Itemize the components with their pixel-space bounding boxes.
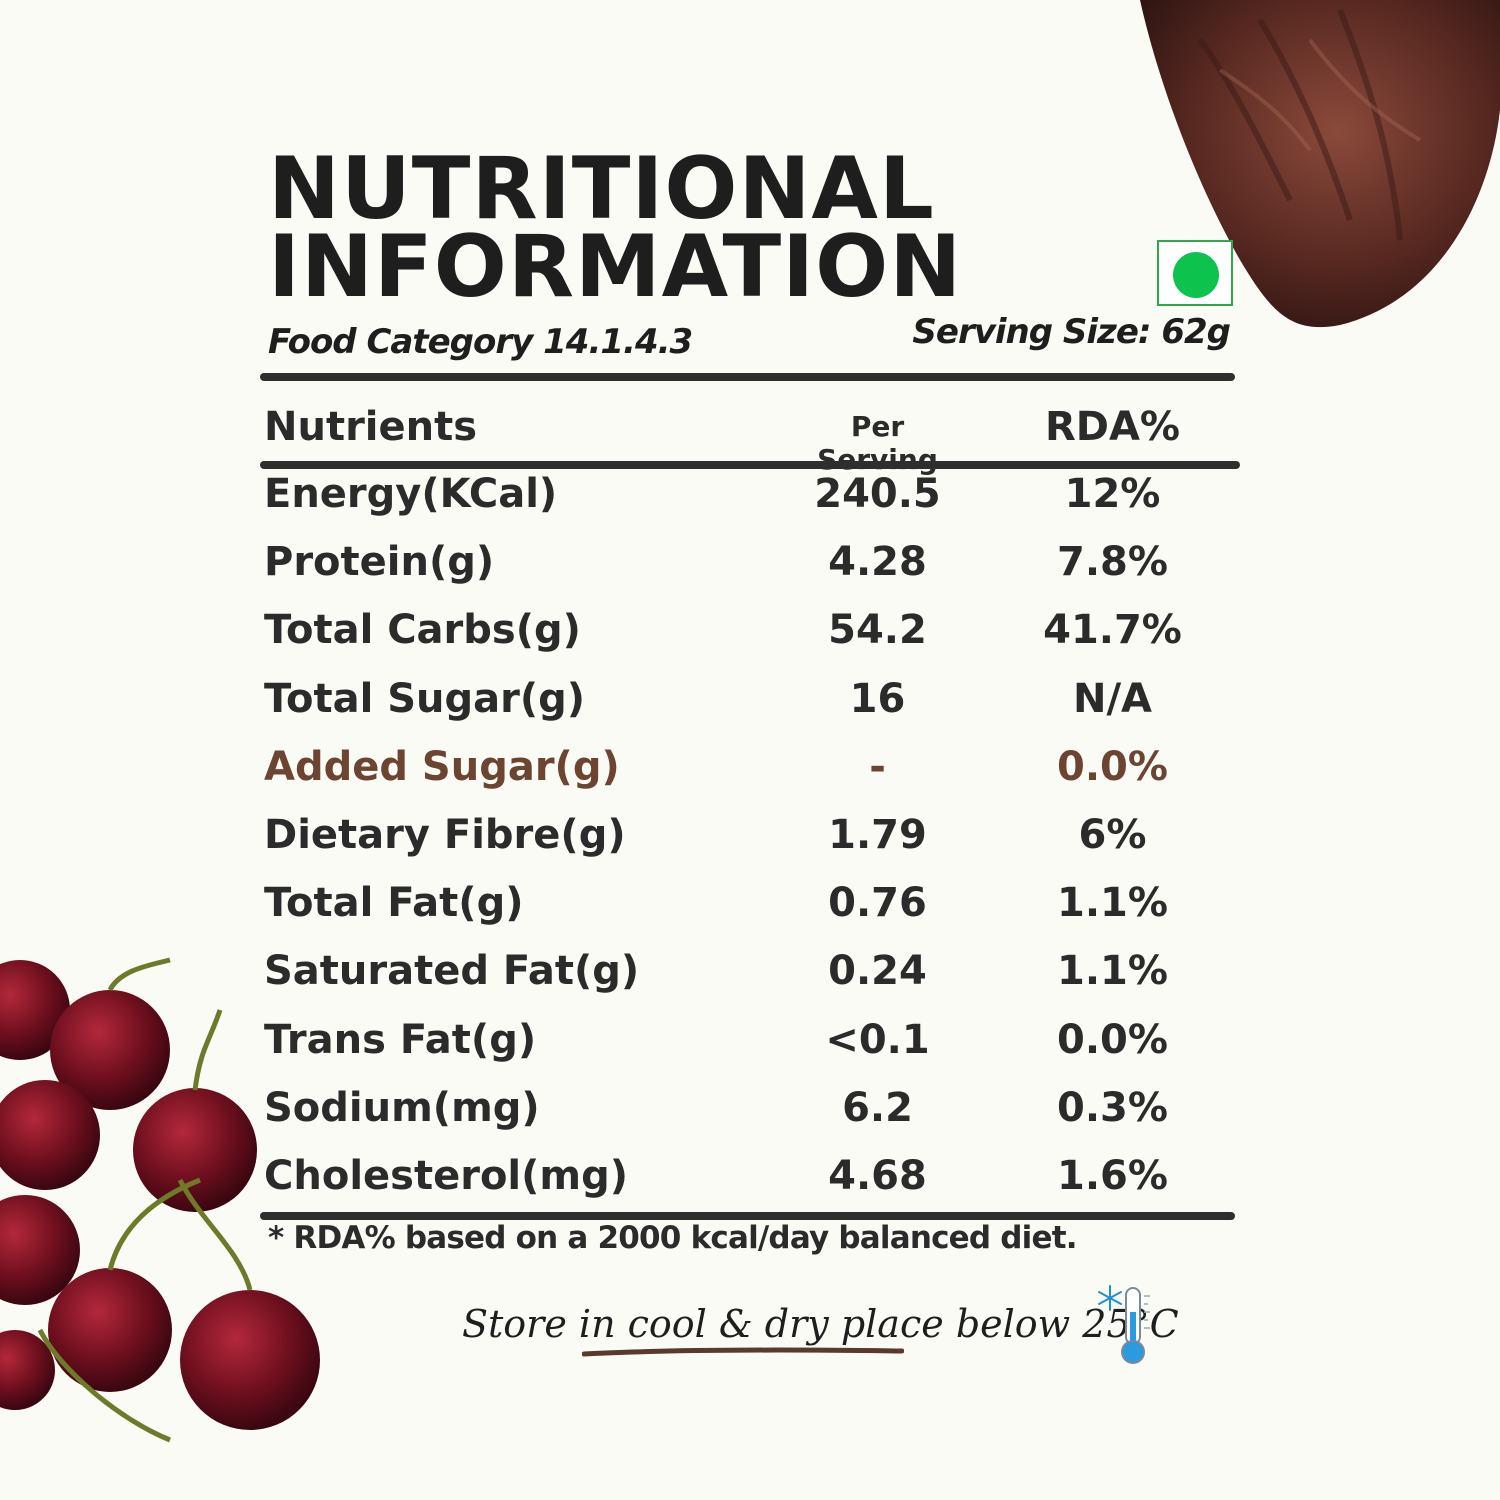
nutrient-name: Cholesterol(mg) bbox=[264, 1152, 629, 1199]
cherries-image bbox=[0, 957, 320, 1443]
table-row: Saturated Fat(g) 0.24 1.1% bbox=[264, 949, 1224, 1017]
header-rda: RDA% bbox=[1044, 404, 1181, 450]
title-line-2: INFORMATION bbox=[268, 217, 963, 317]
per-serving-value: 4.68 bbox=[828, 1152, 927, 1199]
per-serving-value: 0.24 bbox=[828, 948, 927, 995]
rda-value: 1.1% bbox=[1057, 880, 1168, 927]
table-row: Total Sugar(g) 16 N/A bbox=[264, 677, 1224, 745]
food-category: Food Category 14.1.4.3 bbox=[268, 322, 693, 362]
nutrient-name: Total Fat(g) bbox=[264, 880, 524, 927]
rda-value: 0.0% bbox=[1057, 1016, 1168, 1063]
thermometer-snowflake-icon bbox=[1098, 1285, 1150, 1364]
table-row: Total Fat(g) 0.76 1.1% bbox=[264, 881, 1224, 949]
page-title: NUTRITIONAL INFORMATION bbox=[268, 139, 963, 317]
per-serving-value: - bbox=[869, 743, 886, 790]
nutrient-name: Dietary Fibre(g) bbox=[264, 811, 626, 858]
rda-value: 0.0% bbox=[1057, 743, 1168, 790]
per-serving-value: 16 bbox=[849, 675, 906, 722]
nutrient-name: Total Sugar(g) bbox=[264, 675, 586, 722]
nutrient-name: Saturated Fat(g) bbox=[264, 948, 640, 995]
veg-symbol-icon bbox=[1157, 240, 1233, 306]
table-row: Cholesterol(mg) 4.68 1.6% bbox=[264, 1154, 1224, 1222]
nutrient-name: Protein(g) bbox=[264, 539, 495, 586]
brush-underline bbox=[582, 1347, 904, 1357]
header-per-serving: Per Serving bbox=[817, 410, 938, 476]
rda-value: 7.8% bbox=[1057, 539, 1168, 586]
table-row: Total Carbs(g) 54.2 41.7% bbox=[264, 608, 1224, 676]
divider-bottom bbox=[260, 1212, 1235, 1220]
cacao-pod-image bbox=[1140, 0, 1500, 328]
storage-instruction: Store in cool & dry place below 25°C bbox=[462, 1302, 1179, 1346]
rda-value: 1.6% bbox=[1057, 1152, 1168, 1199]
serving-size: Serving Size: 62g bbox=[912, 312, 1231, 352]
table-row: Protein(g) 4.28 7.8% bbox=[264, 540, 1224, 608]
nutrient-name: Trans Fat(g) bbox=[264, 1016, 537, 1063]
rda-value: 12% bbox=[1064, 471, 1161, 517]
per-serving-value: 1.79 bbox=[828, 811, 927, 858]
nutrient-name: Total Carbs(g) bbox=[264, 607, 581, 654]
divider-top bbox=[260, 373, 1235, 381]
header-nutrients: Nutrients bbox=[264, 404, 478, 450]
per-serving-value: 240.5 bbox=[814, 471, 941, 517]
table-row: Sodium(mg) 6.2 0.3% bbox=[264, 1086, 1224, 1154]
rda-value: 1.1% bbox=[1057, 948, 1168, 995]
table-row: Trans Fat(g) <0.1 0.0% bbox=[264, 1018, 1224, 1086]
rda-value: 41.7% bbox=[1043, 607, 1182, 654]
per-serving-value: <0.1 bbox=[825, 1016, 930, 1063]
nutrient-name: Energy(KCal) bbox=[264, 471, 558, 517]
table-row: Dietary Fibre(g) 1.79 6% bbox=[264, 813, 1224, 881]
rda-value: N/A bbox=[1072, 675, 1153, 722]
divider-header bbox=[260, 461, 1240, 469]
rda-value: 0.3% bbox=[1057, 1084, 1168, 1131]
table-row: Energy(KCal) 240.5 12% bbox=[264, 472, 1224, 540]
title-line-1: NUTRITIONAL bbox=[268, 139, 935, 239]
per-serving-value: 6.2 bbox=[842, 1084, 913, 1131]
rda-value: 6% bbox=[1078, 811, 1147, 858]
per-serving-value: 0.76 bbox=[828, 880, 927, 927]
rda-footnote: * RDA% based on a 2000 kcal/day balanced… bbox=[268, 1220, 1078, 1256]
nutrient-name: Sodium(mg) bbox=[264, 1084, 540, 1131]
per-serving-value: 54.2 bbox=[828, 607, 927, 654]
per-serving-value: 4.28 bbox=[828, 539, 927, 586]
table-row-highlighted: Added Sugar(g) - 0.0% bbox=[264, 745, 1224, 813]
nutrition-table: Energy(KCal) 240.5 12% Protein(g) 4.28 7… bbox=[264, 472, 1224, 1222]
nutrient-name: Added Sugar(g) bbox=[264, 743, 620, 790]
